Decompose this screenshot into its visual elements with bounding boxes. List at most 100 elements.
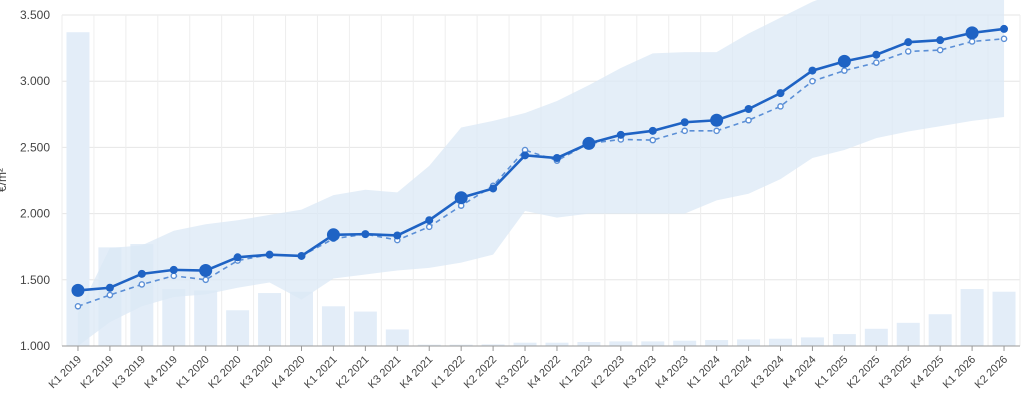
bar <box>417 344 441 346</box>
x-tick-label: K1 2019 <box>47 354 84 391</box>
bar <box>226 310 250 346</box>
bar <box>449 344 473 346</box>
x-tick-label: K2 2026 <box>973 354 1010 391</box>
dashed-point <box>841 67 848 74</box>
x-tick-label: K3 2020 <box>238 354 275 391</box>
dashed-point <box>713 127 720 135</box>
dashed-point <box>777 103 784 110</box>
bar <box>896 322 920 346</box>
dashed-point <box>74 302 82 310</box>
bar <box>577 342 601 346</box>
dashed-point <box>873 59 880 66</box>
bar <box>258 293 282 346</box>
dashed-point <box>904 48 912 55</box>
x-tick-label: K2 2019 <box>79 354 116 391</box>
y-tick-label: 3.500 <box>20 8 50 22</box>
bar <box>800 337 824 346</box>
solid-point <box>1000 24 1009 33</box>
x-tick-label: K1 2024 <box>685 354 722 391</box>
bar <box>641 341 665 346</box>
x-tick-label: K2 2024 <box>717 354 754 391</box>
solid-point <box>489 184 498 193</box>
x-tick-label: K4 2024 <box>781 354 818 391</box>
x-tick-label: K3 2021 <box>366 354 403 391</box>
x-tick-label: K1 2023 <box>558 354 595 391</box>
x-tick-label: K2 2022 <box>462 354 499 391</box>
dashed-point <box>681 127 689 135</box>
x-tick-label: K1 2026 <box>941 354 978 391</box>
x-tick-label: K4 2019 <box>142 354 179 391</box>
solid-point <box>552 153 561 162</box>
x-tick-label: K2 2025 <box>845 354 882 391</box>
solid-point <box>744 105 753 114</box>
bar <box>353 311 377 346</box>
bar <box>864 328 888 346</box>
solid-point <box>521 151 530 160</box>
solid-point <box>965 26 979 40</box>
solid-series <box>71 24 1009 297</box>
dashed-point <box>936 46 944 54</box>
solid-point <box>454 191 468 205</box>
y-axis: 1.000 1.500 2.000 2.500 3.000 3.500 <box>20 8 50 353</box>
x-tick-label: K4 2022 <box>526 354 563 391</box>
y-tick-label: 2.500 <box>20 140 50 154</box>
bar <box>705 340 729 346</box>
solid-point <box>265 250 274 259</box>
x-tick-label: K4 2021 <box>398 354 435 391</box>
bar <box>66 32 90 346</box>
x-tick-label: K3 2024 <box>749 354 786 391</box>
dashed-point <box>425 223 433 231</box>
bar <box>960 289 984 346</box>
bar <box>737 339 761 346</box>
x-tick-label: K3 2019 <box>110 354 147 391</box>
solid-point <box>393 231 402 240</box>
bar <box>928 314 952 346</box>
solid-point <box>872 50 881 59</box>
bar <box>513 342 537 346</box>
solid-point <box>776 89 785 98</box>
x-tick-label: K1 2020 <box>174 354 211 391</box>
solid-point <box>936 36 945 45</box>
bar <box>832 334 856 346</box>
x-tick-label: K1 2025 <box>813 354 850 391</box>
x-tick-label: K3 2023 <box>621 354 658 391</box>
x-tick-label: K2 2023 <box>589 354 626 391</box>
solid-point <box>105 283 114 292</box>
solid-point <box>710 113 724 127</box>
x-tick-label: K3 2022 <box>494 354 531 391</box>
solid-point <box>169 265 178 274</box>
solid-point <box>680 118 689 127</box>
dashed-point <box>170 272 178 280</box>
bar <box>769 338 792 346</box>
solid-point <box>837 54 851 68</box>
solid-point <box>808 66 817 75</box>
x-tick-label: K4 2020 <box>270 354 307 391</box>
bar <box>162 289 186 346</box>
solid-point <box>71 283 85 297</box>
solid-point <box>137 269 146 278</box>
x-tick-label: K2 2021 <box>334 354 371 391</box>
x-tick-label: K4 2023 <box>653 354 690 391</box>
bar <box>385 329 409 346</box>
y-tick-label: 3.000 <box>20 74 50 88</box>
solid-point <box>326 228 340 242</box>
band-area <box>77 0 1005 346</box>
dashed-point <box>106 291 114 299</box>
dashed-point <box>649 136 657 144</box>
x-tick-label: K1 2021 <box>302 354 339 391</box>
y-tick-label: 1.500 <box>20 273 50 287</box>
bar <box>609 341 633 346</box>
bar <box>545 342 569 346</box>
bar <box>194 290 218 346</box>
solid-point <box>297 251 306 260</box>
y-tick-label: 2.000 <box>20 207 50 221</box>
bar <box>321 306 345 346</box>
solid-point <box>361 230 370 239</box>
y-axis-label: €/m² <box>0 168 9 192</box>
x-tick-label: K3 2025 <box>877 354 914 391</box>
x-tick-label: K4 2025 <box>909 354 946 391</box>
x-tick-label: K2 2020 <box>206 354 243 391</box>
bar <box>992 291 1016 346</box>
